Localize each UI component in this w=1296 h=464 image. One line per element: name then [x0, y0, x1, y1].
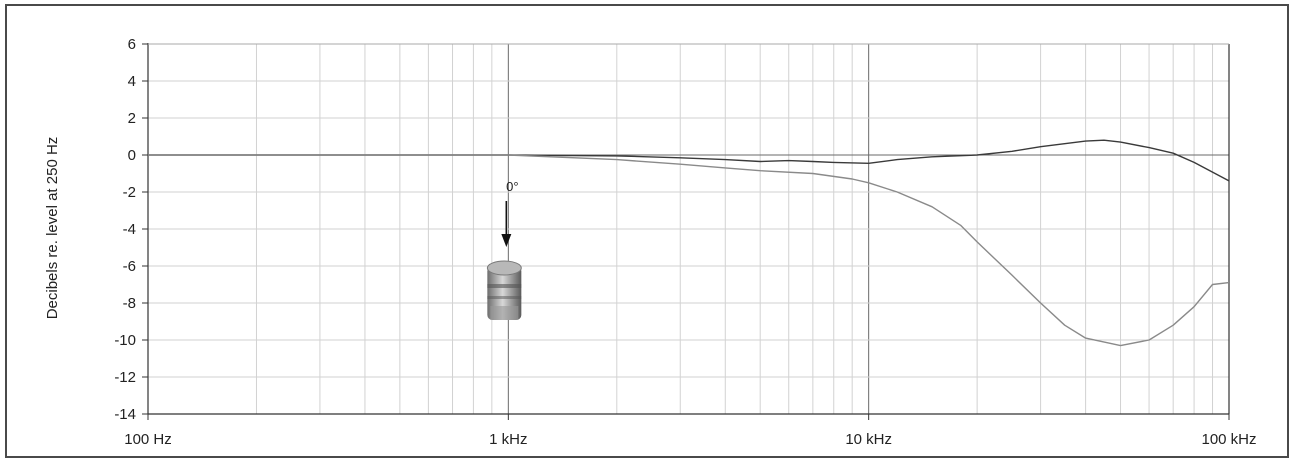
y-tick-label: 2 [128, 110, 136, 127]
tick-labels: 6 4 2 0 -2 -4 -6 -8 -10 -12 -14 100 Hz 1 kHz 10 kHz 10… [114, 36, 1256, 448]
y-tick-label: -2 [123, 184, 136, 201]
y-tick-label: 0 [128, 147, 136, 164]
y-tick-label: -6 [123, 258, 136, 275]
x-tick-label: 10 kHz [845, 431, 892, 448]
grid-lines [147, 43, 1229, 415]
arrow-head-icon [501, 234, 512, 247]
y-tick-label: -8 [123, 295, 136, 312]
angle-label: 0° [506, 179, 518, 194]
y-tick-label: 4 [128, 73, 136, 90]
y-tick-label: -4 [123, 221, 136, 238]
x-tick-label: 100 Hz [124, 431, 172, 448]
chart-frame [5, 4, 1289, 458]
y-axis-label: Decibels re. level at 250 Hz [44, 137, 61, 320]
axes [142, 43, 1230, 420]
series-lines [148, 139, 1230, 347]
microphone-icon [486, 260, 522, 320]
x-tick-label: 100 kHz [1201, 431, 1256, 448]
series-line-2 [148, 154, 1230, 347]
y-tick-label: -12 [114, 369, 136, 386]
series-line-1 [148, 139, 1230, 182]
x-tick-label: 1 kHz [489, 431, 527, 448]
annotation: 0° [486, 179, 522, 320]
y-tick-label: -14 [114, 406, 136, 423]
y-tick-label: 6 [128, 36, 136, 53]
y-tick-label: -10 [114, 332, 136, 349]
